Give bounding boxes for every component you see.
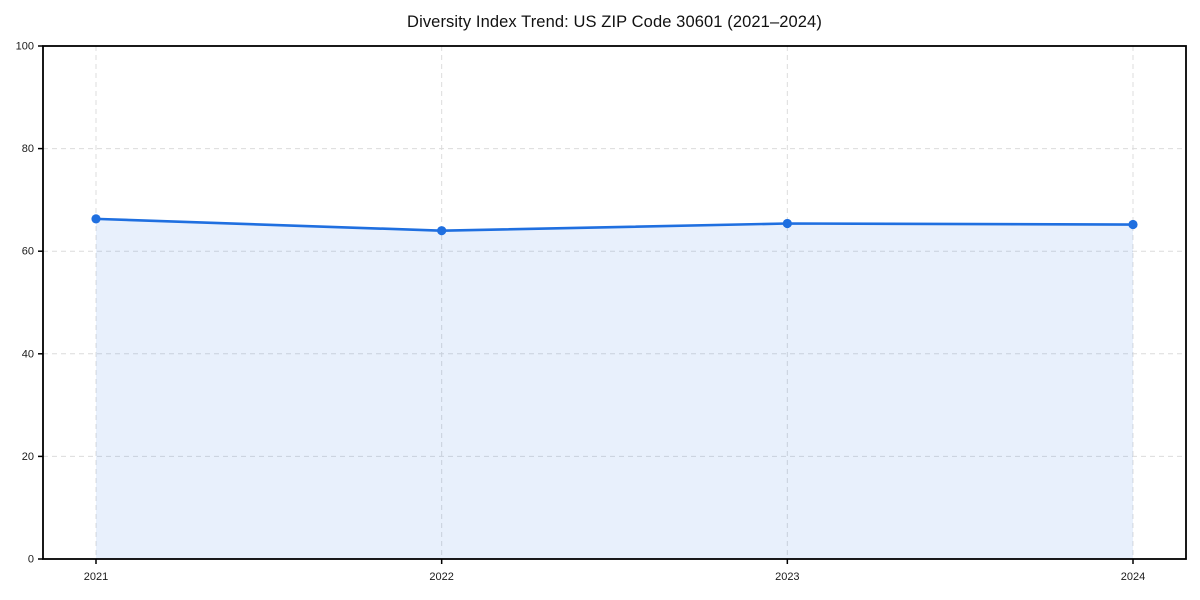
y-tick-label: 80 xyxy=(22,143,34,155)
data-point xyxy=(1128,219,1138,230)
chart-title: Diversity Index Trend: US ZIP Code 30601… xyxy=(407,13,822,31)
y-axis: 0 20 40 60 80 100 xyxy=(16,41,43,566)
data-point xyxy=(782,218,792,229)
y-tick-label: 100 xyxy=(16,41,34,53)
data-point xyxy=(437,226,447,236)
y-tick-label: 60 xyxy=(22,246,34,258)
series-line xyxy=(94,217,1135,232)
x-tick-label: 2024 xyxy=(1121,571,1145,583)
data-point xyxy=(91,214,101,224)
x-axis: 2021 2022 2023 2024 xyxy=(84,559,1145,583)
y-tick-label: 40 xyxy=(22,348,34,360)
plot-border xyxy=(42,45,1187,560)
x-tick-label: 2021 xyxy=(84,571,108,583)
x-tick-label: 2022 xyxy=(429,571,453,583)
y-tick-label: 20 xyxy=(22,451,34,463)
x-tick-label: 2023 xyxy=(775,571,799,583)
y-tick-label: 0 xyxy=(28,554,34,566)
series-area-fill xyxy=(96,218,1133,560)
